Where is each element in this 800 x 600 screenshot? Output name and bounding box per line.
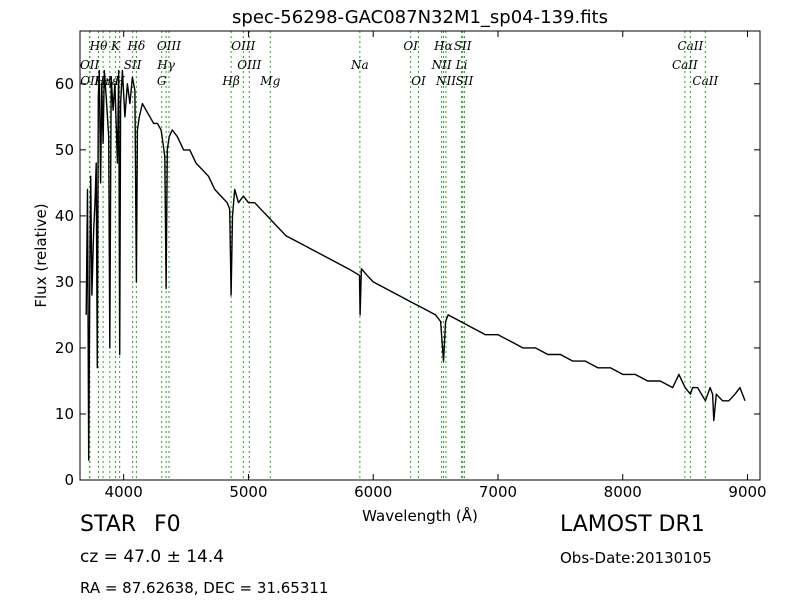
redshift-readout: cz = 47.0 ± 14.4 — [80, 547, 225, 567]
spectral-line-label: OIII — [157, 39, 181, 53]
spectral-line-label: NII — [431, 58, 452, 72]
spectral-line-label: OI — [411, 74, 426, 88]
spectral-line-label: K — [110, 39, 121, 53]
y-tick-label: 60 — [55, 75, 74, 93]
x-axis-label: Wavelength (Å) — [362, 506, 478, 525]
y-tick-label: 0 — [64, 471, 74, 489]
y-tick-label: 50 — [55, 141, 74, 159]
spectral-line-label: OIII — [237, 58, 261, 72]
spectral-line-label: SII — [124, 58, 142, 72]
spectral-line-label: SII — [454, 39, 472, 53]
spectral-line-label: Na — [350, 58, 369, 72]
x-tick-label: 9000 — [728, 483, 766, 501]
survey-name: LAMOST DR1 — [560, 512, 705, 537]
spectral-line-label: OI — [403, 39, 418, 53]
chart-title: spec-56298-GAC087N32M1_sp04-139.fits — [232, 7, 608, 28]
y-tick-label: 10 — [55, 405, 74, 423]
spectral-line-label: OII — [80, 58, 100, 72]
coordinates-readout: RA = 87.62638, DEC = 31.65311 — [80, 579, 329, 597]
spectral-line-label: G — [157, 74, 167, 88]
y-axis-ticks: 0 10 20 30 40 50 60 — [55, 75, 760, 489]
spectrum-series-line — [85, 69, 746, 461]
plot-frame — [79, 30, 761, 481]
y-axis-label: Flux (relative) — [32, 203, 50, 307]
spectral-line-markers — [89, 31, 706, 480]
y-tick-label: 40 — [55, 207, 74, 225]
spectral-line-label: OIII — [231, 39, 255, 53]
x-tick-label: 5000 — [229, 483, 267, 501]
spectral-line-label: Li — [455, 58, 468, 72]
x-tick-label: 6000 — [354, 483, 392, 501]
spectral-line-label: CaII — [692, 74, 718, 88]
spectral-line-label: NII — [435, 74, 456, 88]
object-class: STAR F0 — [80, 512, 181, 537]
spectral-line-label: Hθ — [89, 39, 108, 53]
spectral-line-label: OII — [80, 74, 100, 88]
class-label: STAR — [80, 512, 137, 537]
x-tick-label: 7000 — [479, 483, 517, 501]
x-tick-label: 4000 — [105, 483, 143, 501]
x-axis-ticks: 4000 5000 6000 7000 8000 9000 — [105, 31, 767, 501]
observation-date: Obs-Date:20130105 — [560, 549, 712, 567]
y-tick-label: 30 — [55, 273, 74, 291]
y-tick-label: 20 — [55, 339, 74, 357]
spectral-line-label: Hβ — [221, 74, 239, 88]
subclass-label: F0 — [154, 512, 181, 537]
spectral-line-label: Hγ — [156, 58, 175, 72]
spectral-line-label: CaII — [672, 58, 698, 72]
x-tick-label: 8000 — [604, 483, 642, 501]
spectral-line-label: SII — [456, 74, 474, 88]
spectral-line-label: Mg — [259, 74, 280, 88]
spectral-line-label: Hα — [433, 39, 453, 53]
spectral-line-label: CaII — [677, 39, 703, 53]
spectral-line-label: Hδ — [127, 39, 146, 53]
